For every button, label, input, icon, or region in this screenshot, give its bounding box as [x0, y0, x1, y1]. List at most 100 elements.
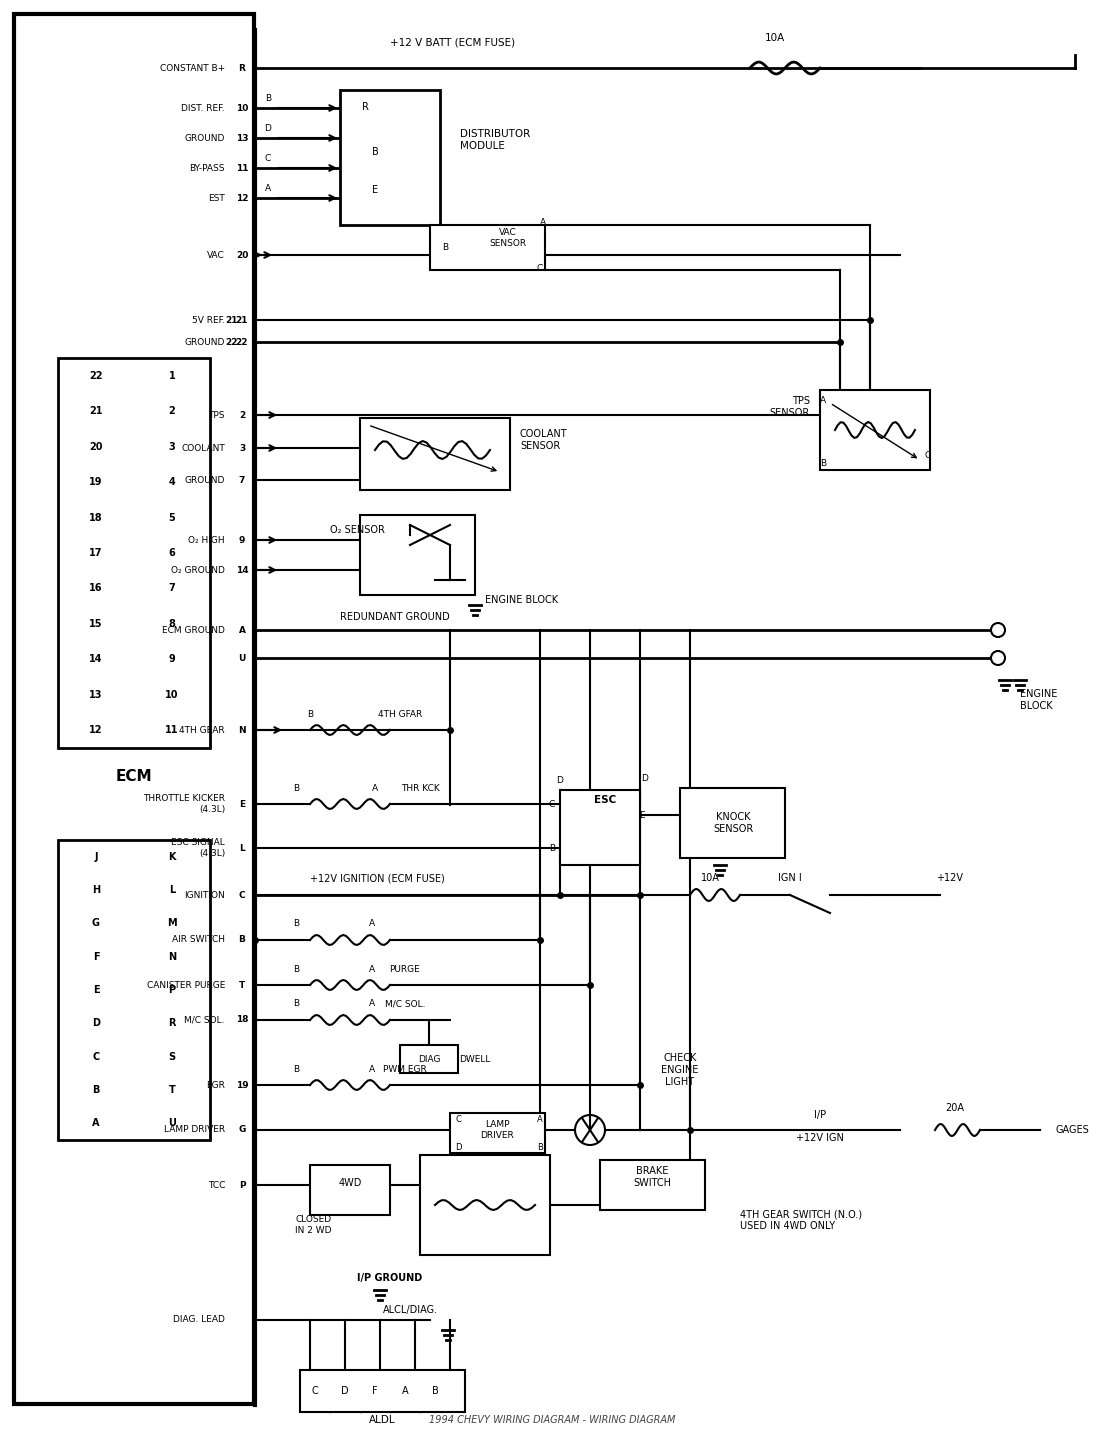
Text: ALDL: ALDL [369, 1414, 395, 1424]
Text: CONSTANT B+: CONSTANT B+ [160, 63, 225, 73]
Text: 7: 7 [238, 476, 245, 484]
Text: 12: 12 [236, 193, 248, 202]
Text: 20: 20 [236, 251, 248, 259]
Bar [560, 790, 640, 866]
Text: 13: 13 [89, 689, 103, 699]
Text: 10: 10 [236, 103, 248, 113]
Text: TPS: TPS [209, 410, 225, 420]
Text: G: G [92, 919, 100, 929]
Text: E: E [639, 811, 645, 820]
Text: B: B [432, 1386, 438, 1396]
Text: C: C [311, 1386, 318, 1396]
Text: 18: 18 [89, 513, 103, 523]
Text: F: F [93, 952, 99, 962]
Text: F: F [372, 1386, 378, 1396]
Text: +12V IGN: +12V IGN [796, 1134, 843, 1144]
Text: 16: 16 [89, 583, 103, 593]
Text: 7: 7 [169, 583, 176, 593]
Text: C: C [549, 800, 555, 808]
Bar [300, 1370, 465, 1412]
Text: ENGINE BLOCK: ENGINE BLOCK [485, 595, 559, 605]
Text: D: D [265, 123, 272, 132]
Text: IGNITION: IGNITION [184, 890, 225, 900]
Text: AIR SWITCH: AIR SWITCH [172, 936, 225, 944]
Text: PURGE: PURGE [390, 964, 421, 973]
Text: K: K [168, 851, 176, 861]
Text: 17: 17 [89, 547, 103, 557]
Text: 2: 2 [169, 406, 176, 416]
Text: 21: 21 [89, 406, 103, 416]
Text: 13: 13 [236, 133, 248, 142]
Text: 8: 8 [169, 619, 176, 629]
Text: EST: EST [209, 193, 225, 202]
Text: BY-PASS: BY-PASS [190, 163, 225, 172]
Bar [59, 840, 210, 1141]
Text: 4TH GFAR: 4TH GFAR [378, 709, 422, 718]
Bar [680, 788, 785, 858]
Text: C: C [925, 450, 931, 460]
Text: 20: 20 [89, 441, 103, 451]
Text: DIAG: DIAG [417, 1055, 440, 1063]
Text: 21: 21 [236, 315, 248, 324]
Text: +12V: +12V [936, 873, 964, 883]
Text: 11: 11 [236, 163, 248, 172]
Text: ALCL/DIAG.: ALCL/DIAG. [382, 1305, 437, 1315]
Text: 9: 9 [169, 655, 176, 665]
Text: G: G [238, 1125, 246, 1135]
Text: B: B [265, 93, 272, 103]
Text: BRAKE
SWITCH: BRAKE SWITCH [633, 1166, 671, 1188]
Text: DISTRIBUTOR
MODULE: DISTRIBUTOR MODULE [460, 129, 530, 150]
Text: 3: 3 [238, 443, 245, 453]
Text: B: B [537, 1144, 543, 1152]
Text: 19: 19 [89, 477, 103, 487]
Text: I/P: I/P [814, 1111, 826, 1121]
Text: E: E [238, 800, 245, 808]
Text: A: A [369, 964, 375, 973]
Bar [360, 514, 475, 595]
Text: O₂ SENSOR: O₂ SENSOR [330, 524, 385, 535]
Text: J: J [94, 851, 98, 861]
Text: COOLANT: COOLANT [181, 443, 225, 453]
Text: DIST. REF.: DIST. REF. [181, 103, 225, 113]
Text: B: B [293, 999, 299, 1009]
Text: ESC: ESC [594, 795, 616, 805]
Text: VAC
SENSOR: VAC SENSOR [489, 228, 527, 248]
Text: D: D [341, 1386, 349, 1396]
Text: A: A [369, 1065, 375, 1073]
Text: 4: 4 [169, 477, 176, 487]
Text: N: N [168, 952, 176, 962]
Text: A: A [93, 1118, 99, 1128]
Text: M/C SOL.: M/C SOL. [184, 1016, 225, 1025]
Text: EGR: EGR [206, 1080, 225, 1089]
Bar [820, 390, 930, 470]
Text: COOLANT
SENSOR: COOLANT SENSOR [520, 430, 567, 451]
Text: GAGES: GAGES [1055, 1125, 1089, 1135]
Text: 21: 21 [225, 315, 238, 324]
Text: R: R [168, 1019, 176, 1029]
Text: M: M [167, 919, 177, 929]
Text: 19: 19 [235, 1080, 248, 1089]
Text: H: H [92, 886, 100, 896]
Text: N: N [238, 725, 246, 735]
Text: B: B [293, 920, 299, 929]
Text: 5V REF.: 5V REF. [192, 315, 225, 324]
Text: THR KCK: THR KCK [401, 784, 439, 792]
Text: A: A [820, 396, 826, 404]
Text: B: B [307, 709, 314, 718]
Text: GROUND: GROUND [184, 476, 225, 484]
Text: 10A: 10A [765, 33, 785, 43]
Text: B: B [293, 784, 299, 792]
Text: GROUND: GROUND [184, 133, 225, 142]
Text: PWM EGR: PWM EGR [383, 1065, 427, 1073]
Text: B: B [820, 459, 826, 467]
Text: P: P [169, 984, 176, 995]
Text: A: A [538, 1115, 543, 1125]
Bar [360, 418, 510, 490]
Text: I/P GROUND: I/P GROUND [358, 1273, 423, 1283]
Text: 14: 14 [235, 566, 248, 575]
Text: 12: 12 [89, 725, 103, 735]
Text: P: P [238, 1181, 245, 1189]
Text: DWELL: DWELL [459, 1055, 490, 1063]
Text: ENGINE
BLOCK: ENGINE BLOCK [1020, 689, 1058, 711]
Text: 20A: 20A [945, 1103, 965, 1113]
